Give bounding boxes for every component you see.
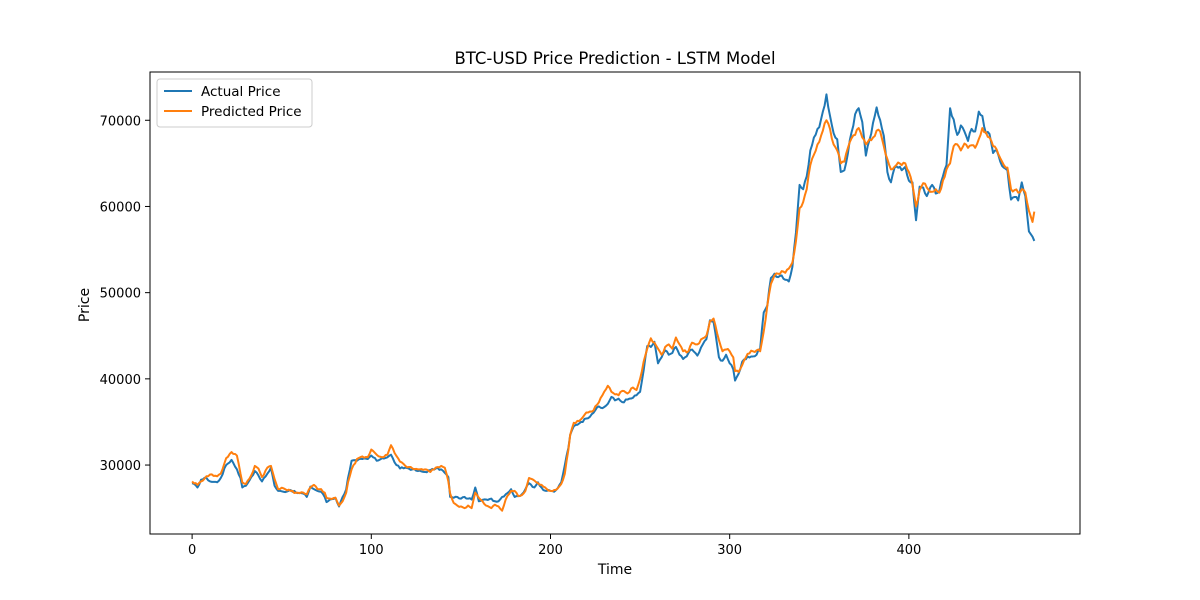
- series-line-predicted-price: [191, 119, 1036, 512]
- x-tick-label: 200: [538, 543, 563, 558]
- y-axis: 30000 40000 50000 60000 70000: [100, 114, 150, 474]
- y-tick-label: 70000: [100, 114, 141, 129]
- y-tick-label: 60000: [100, 200, 141, 215]
- legend: Actual Price Predicted Price: [156, 78, 313, 128]
- x-tick-label: 100: [359, 543, 384, 558]
- plot-area: [191, 93, 1036, 512]
- chart-title: BTC-USD Price Prediction - LSTM Model: [454, 49, 775, 68]
- x-axis-title: Time: [597, 562, 632, 578]
- y-axis-title: Price: [77, 288, 93, 322]
- y-tick-label: 30000: [100, 459, 141, 474]
- y-tick-label: 40000: [100, 373, 141, 388]
- legend-box: [156, 78, 313, 128]
- y-tick-label: 50000: [100, 287, 141, 302]
- legend-label-predicted: Predicted Price: [201, 104, 302, 120]
- plot-frame: [149, 71, 1081, 535]
- x-axis: 0 100 200 300 400: [188, 534, 921, 558]
- x-tick-label: 300: [717, 543, 742, 558]
- x-tick-label: 0: [188, 543, 196, 558]
- legend-label-actual: Actual Price: [201, 84, 281, 100]
- x-tick-label: 400: [896, 543, 921, 558]
